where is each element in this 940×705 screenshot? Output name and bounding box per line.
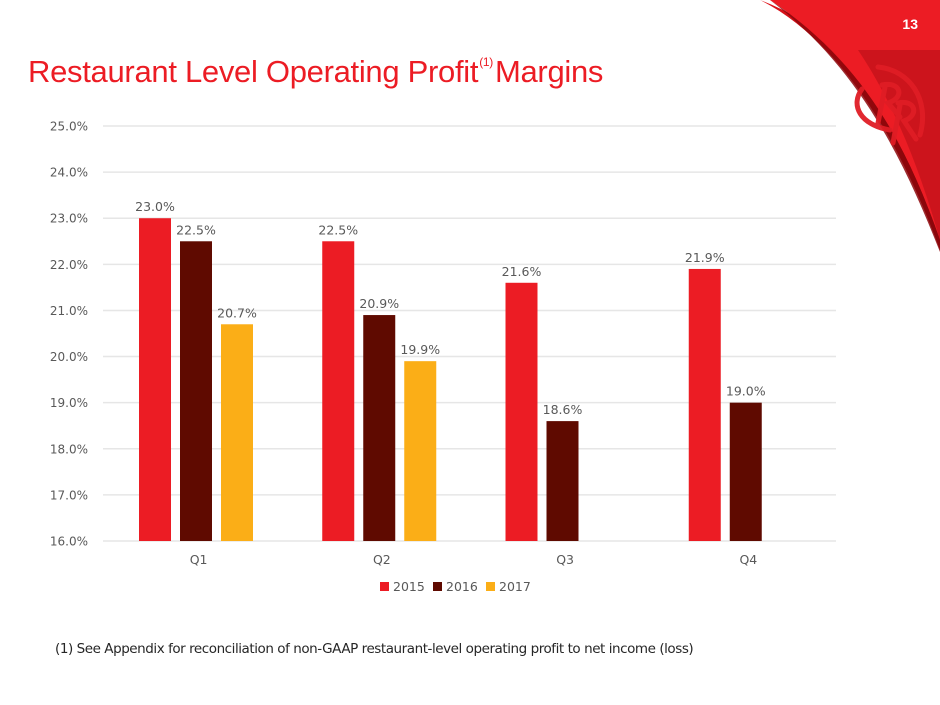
legend: 2015 2016 2017 — [380, 579, 531, 594]
legend-swatch-2016 — [433, 582, 442, 591]
data-label: 22.5% — [176, 222, 216, 237]
y-tick-label: 18.0% — [50, 442, 88, 456]
data-label: 19.9% — [400, 342, 440, 357]
y-tick-label: 22.0% — [50, 258, 88, 272]
data-label: 20.9% — [359, 296, 399, 311]
data-label: 21.6% — [502, 264, 542, 279]
legend-label-2016: 2016 — [446, 579, 478, 594]
data-label: 20.7% — [217, 305, 257, 320]
bars — [139, 218, 762, 541]
x-tick-label: Q3 — [556, 552, 574, 567]
x-tick-label: Q2 — [373, 552, 391, 567]
y-tick-label: 25.0% — [50, 120, 88, 134]
y-tick-label: 23.0% — [50, 212, 88, 226]
x-axis-labels: Q1 Q2 Q3 Q4 — [190, 552, 758, 567]
bar-2016-q3 — [546, 421, 579, 541]
bar-2015-q4 — [688, 268, 721, 541]
bar-2017-q1 — [221, 324, 253, 541]
bar-2016-q2 — [363, 315, 396, 541]
rr-logo-icon — [854, 64, 926, 146]
data-label: 18.6% — [543, 402, 583, 417]
data-label: 19.0% — [726, 384, 766, 399]
bar-2015-q1 — [139, 218, 171, 541]
y-tick-label: 21.0% — [50, 304, 88, 318]
gridlines — [103, 125, 836, 542]
page-number: 13 — [902, 16, 918, 32]
data-label: 23.0% — [135, 199, 175, 214]
y-axis-labels: 16.0% 17.0% 18.0% 19.0% 20.0% 21.0% 22.0% 23.0%… — [50, 120, 88, 549]
footnote: (1) See Appendix for reconciliation of n… — [55, 641, 694, 657]
title-suffix: Margins — [494, 54, 604, 89]
legend-label-2017: 2017 — [499, 579, 531, 594]
legend-swatch-2015 — [380, 582, 389, 591]
x-tick-label: Q1 — [190, 552, 208, 567]
title-footnote-marker: (1) — [479, 55, 493, 69]
y-tick-label: 24.0% — [50, 166, 88, 180]
legend-label-2015: 2015 — [393, 579, 425, 594]
bar-2016-q1 — [180, 241, 212, 541]
y-tick-label: 17.0% — [50, 488, 88, 502]
data-label: 21.9% — [685, 250, 725, 265]
data-labels: 23.0%22.5%20.7%22.5%20.9%19.9%21.6%18.6%… — [135, 199, 766, 417]
legend-swatch-2017 — [486, 582, 495, 591]
y-tick-label: 20.0% — [50, 350, 88, 364]
bar-2016-q4 — [729, 402, 762, 541]
x-tick-label: Q4 — [739, 552, 757, 567]
data-label: 22.5% — [318, 222, 358, 237]
y-tick-label: 19.0% — [50, 396, 88, 410]
bar-2017-q2 — [404, 361, 437, 541]
bar-2015-q2 — [322, 241, 355, 541]
page-title: Restaurant Level Operating Profit(1)Marg… — [28, 54, 603, 90]
title-main: Restaurant Level Operating Profit — [28, 54, 479, 89]
y-tick-label: 16.0% — [50, 535, 88, 549]
bar-2015-q3 — [505, 282, 538, 541]
